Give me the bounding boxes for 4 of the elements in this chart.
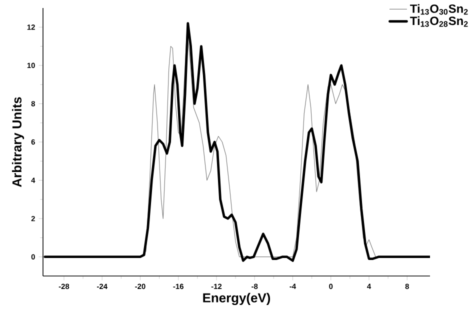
legend-label: Ti$_{13}$O$_{28}$Sn$_{2}$ (410, 16, 468, 27)
y-axis-title: Arbitrary Units (12, 97, 24, 188)
x-axis-title: Energy(eV) (203, 292, 270, 306)
legend-label: Ti$_{13}$O$_{30}$Sn$_{2}$ (410, 4, 468, 15)
